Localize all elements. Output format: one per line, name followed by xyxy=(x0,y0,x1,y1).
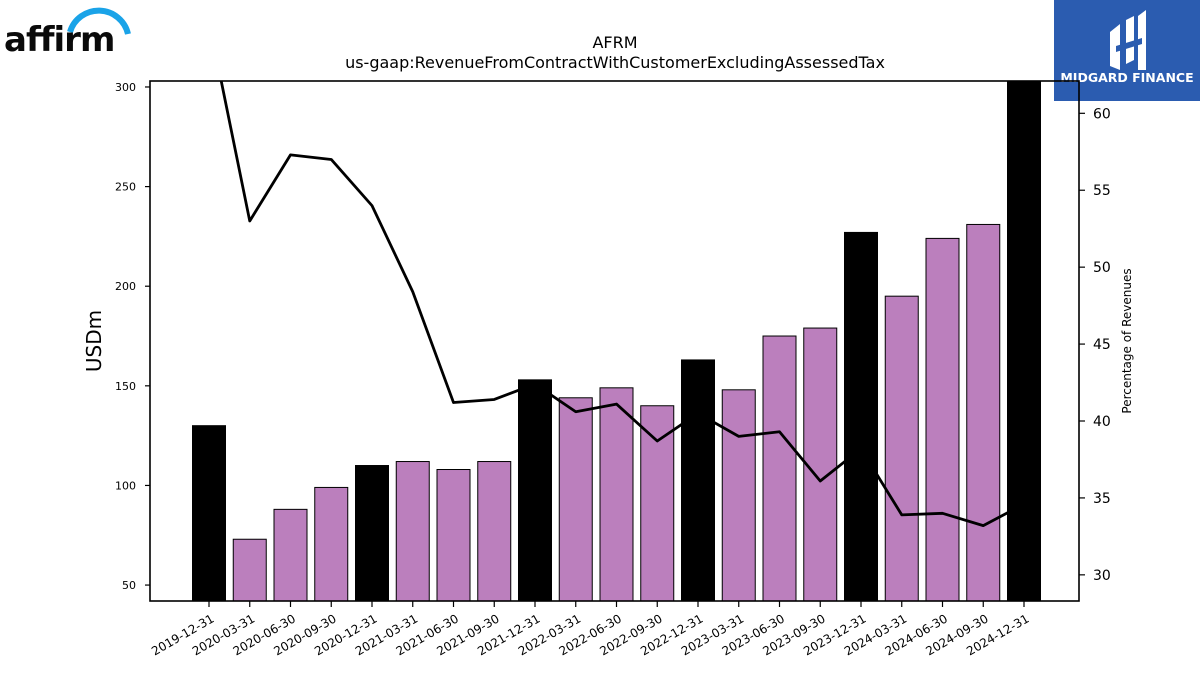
y2-axis-label: Percentage of Revenues xyxy=(1120,268,1134,413)
bar-quarter xyxy=(395,461,430,601)
y-tick-label: 50 xyxy=(122,579,136,592)
y2-tick-label: 45 xyxy=(1093,337,1111,353)
y2-tick-label: 35 xyxy=(1093,491,1111,507)
bar-quarter xyxy=(436,469,471,601)
bar-quarter xyxy=(273,508,308,601)
y-axis-label: USDm xyxy=(82,310,106,372)
bar-quarter xyxy=(640,405,675,601)
bar-quarter xyxy=(599,387,634,601)
bar-year-end xyxy=(192,425,226,601)
bar-quarter xyxy=(232,538,267,601)
y2-tick-label: 60 xyxy=(1093,106,1111,122)
y-tick-label: 250 xyxy=(115,181,136,194)
bar-quarter xyxy=(558,397,593,601)
x-axis-ticks: 2019-12-312020-03-312020-06-302020-09-30… xyxy=(149,601,1032,658)
midgard-finance-logo: MIDGARD FINANCE xyxy=(1054,0,1200,101)
bar-quarter xyxy=(966,223,1001,601)
y-tick-label: 150 xyxy=(115,380,136,393)
bars-group xyxy=(192,81,1041,601)
bar-year-end xyxy=(1007,81,1041,601)
right-axis-ticks: 30 35 40 45 50 55 60 xyxy=(1079,106,1111,584)
midgard-monogram-icon xyxy=(1110,10,1146,70)
affirm-logo-text: affirm xyxy=(4,20,115,60)
bar-quarter xyxy=(762,335,797,601)
y-tick-label: 100 xyxy=(115,479,136,492)
y2-tick-label: 50 xyxy=(1093,260,1111,276)
y2-tick-label: 40 xyxy=(1093,414,1111,430)
bar-year-end xyxy=(518,379,552,601)
bar-year-end xyxy=(844,231,878,601)
chart-subtitle: us-gaap:RevenueFromContractWithCustomerE… xyxy=(345,53,885,72)
bar-year-end xyxy=(681,359,715,601)
plot-frame xyxy=(149,80,1080,602)
bar-quarter xyxy=(477,461,512,601)
y-tick-label: 300 xyxy=(115,81,136,94)
bar-year-end xyxy=(355,465,389,601)
bar-quarter xyxy=(925,237,960,601)
bar-quarter xyxy=(803,327,838,601)
bar-quarter xyxy=(884,295,919,601)
chart-title: AFRM xyxy=(592,33,637,52)
bar-quarter xyxy=(314,486,349,601)
affirm-logo: affirm xyxy=(4,2,134,60)
bar-quarter xyxy=(721,389,756,601)
y-tick-label: 200 xyxy=(115,280,136,293)
y2-tick-label: 55 xyxy=(1093,183,1111,199)
left-axis-ticks: 50 100 150 200 250 300 xyxy=(115,81,150,592)
affirm-arc-icon xyxy=(67,7,131,35)
line-group xyxy=(219,81,1025,528)
percentage-line xyxy=(219,81,1025,528)
y2-tick-label: 30 xyxy=(1093,568,1111,584)
midgard-logo-text: MIDGARD FINANCE xyxy=(1060,70,1194,85)
